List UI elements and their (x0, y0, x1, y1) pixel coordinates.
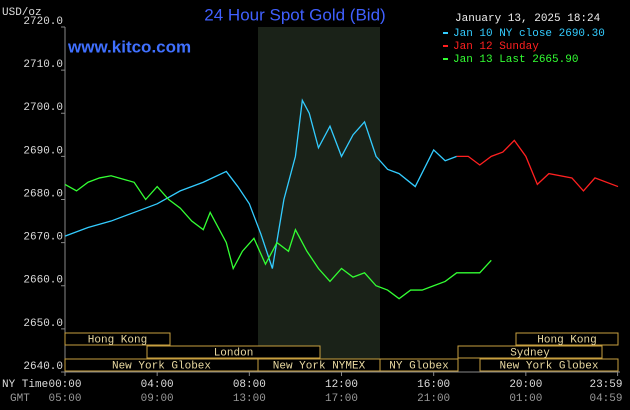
y-tick-label: 2710.0 (23, 59, 63, 71)
x2-tick-label: 09:00 (141, 393, 174, 405)
x2-tick-label: 17:00 (325, 393, 358, 405)
x2-tick-label: 01:00 (509, 393, 542, 405)
session-label: Hong Kong (537, 334, 596, 346)
legend-label: Jan 10 NY close 2690.30 (453, 28, 605, 40)
y-tick-label: 2720.0 (23, 16, 63, 28)
session-box (146, 345, 321, 359)
x-tick-label: 12:00 (325, 379, 358, 391)
x2-tick-label: 13:00 (233, 393, 266, 405)
x-tick-label: 20:00 (509, 379, 542, 391)
x-tick-label: 04:00 (141, 379, 174, 391)
y-tick-label: 2660.0 (23, 275, 63, 287)
legend-label: Jan 13 Last 2665.90 (453, 54, 578, 66)
session-label: London (214, 347, 254, 359)
session-box (64, 332, 171, 346)
y-tick-label: 2640.0 (23, 361, 63, 373)
session-label: New York Globex (112, 360, 211, 372)
x2-label: GMT (10, 393, 30, 405)
chart-title: 24 Hour Spot Gold (Bid) (204, 5, 385, 24)
session-label: New York NYMEX (273, 360, 366, 372)
y-unit: USD/oz (2, 7, 42, 19)
session-label: New York Globex (499, 360, 598, 372)
session-box (479, 358, 619, 372)
session-box (379, 358, 459, 372)
x-tick-label: 23:59 (589, 379, 622, 391)
x-tick-label: 16:00 (417, 379, 450, 391)
y-tick-label: 2670.0 (23, 232, 63, 244)
site-url: www.kitco.com (67, 37, 191, 56)
shaded-period (258, 27, 380, 372)
x-tick-label: 00:00 (48, 379, 81, 391)
y-tick-label: 2680.0 (23, 188, 63, 200)
y-tick-label: 2650.0 (23, 318, 63, 330)
x2-tick-label: 05:00 (48, 393, 81, 405)
legend-label: Jan 12 Sunday (453, 41, 539, 53)
session-label: Hong Kong (88, 334, 147, 346)
x2-tick-label: 21:00 (417, 393, 450, 405)
x-tick-label: 08:00 (233, 379, 266, 391)
y-tick-label: 2690.0 (23, 145, 63, 157)
x-label: NY Time (2, 379, 48, 391)
session-label: NY Globex (389, 360, 449, 372)
x2-tick-label: 04:59 (589, 393, 622, 405)
session-box (457, 345, 603, 359)
y-tick-label: 2700.0 (23, 102, 63, 114)
timestamp: January 13, 2025 18:24 (455, 13, 601, 25)
series-line (64, 175, 492, 300)
series-line (456, 139, 619, 192)
session-label: Sydney (510, 347, 550, 359)
series-line (64, 98, 457, 269)
session-box (515, 332, 619, 346)
